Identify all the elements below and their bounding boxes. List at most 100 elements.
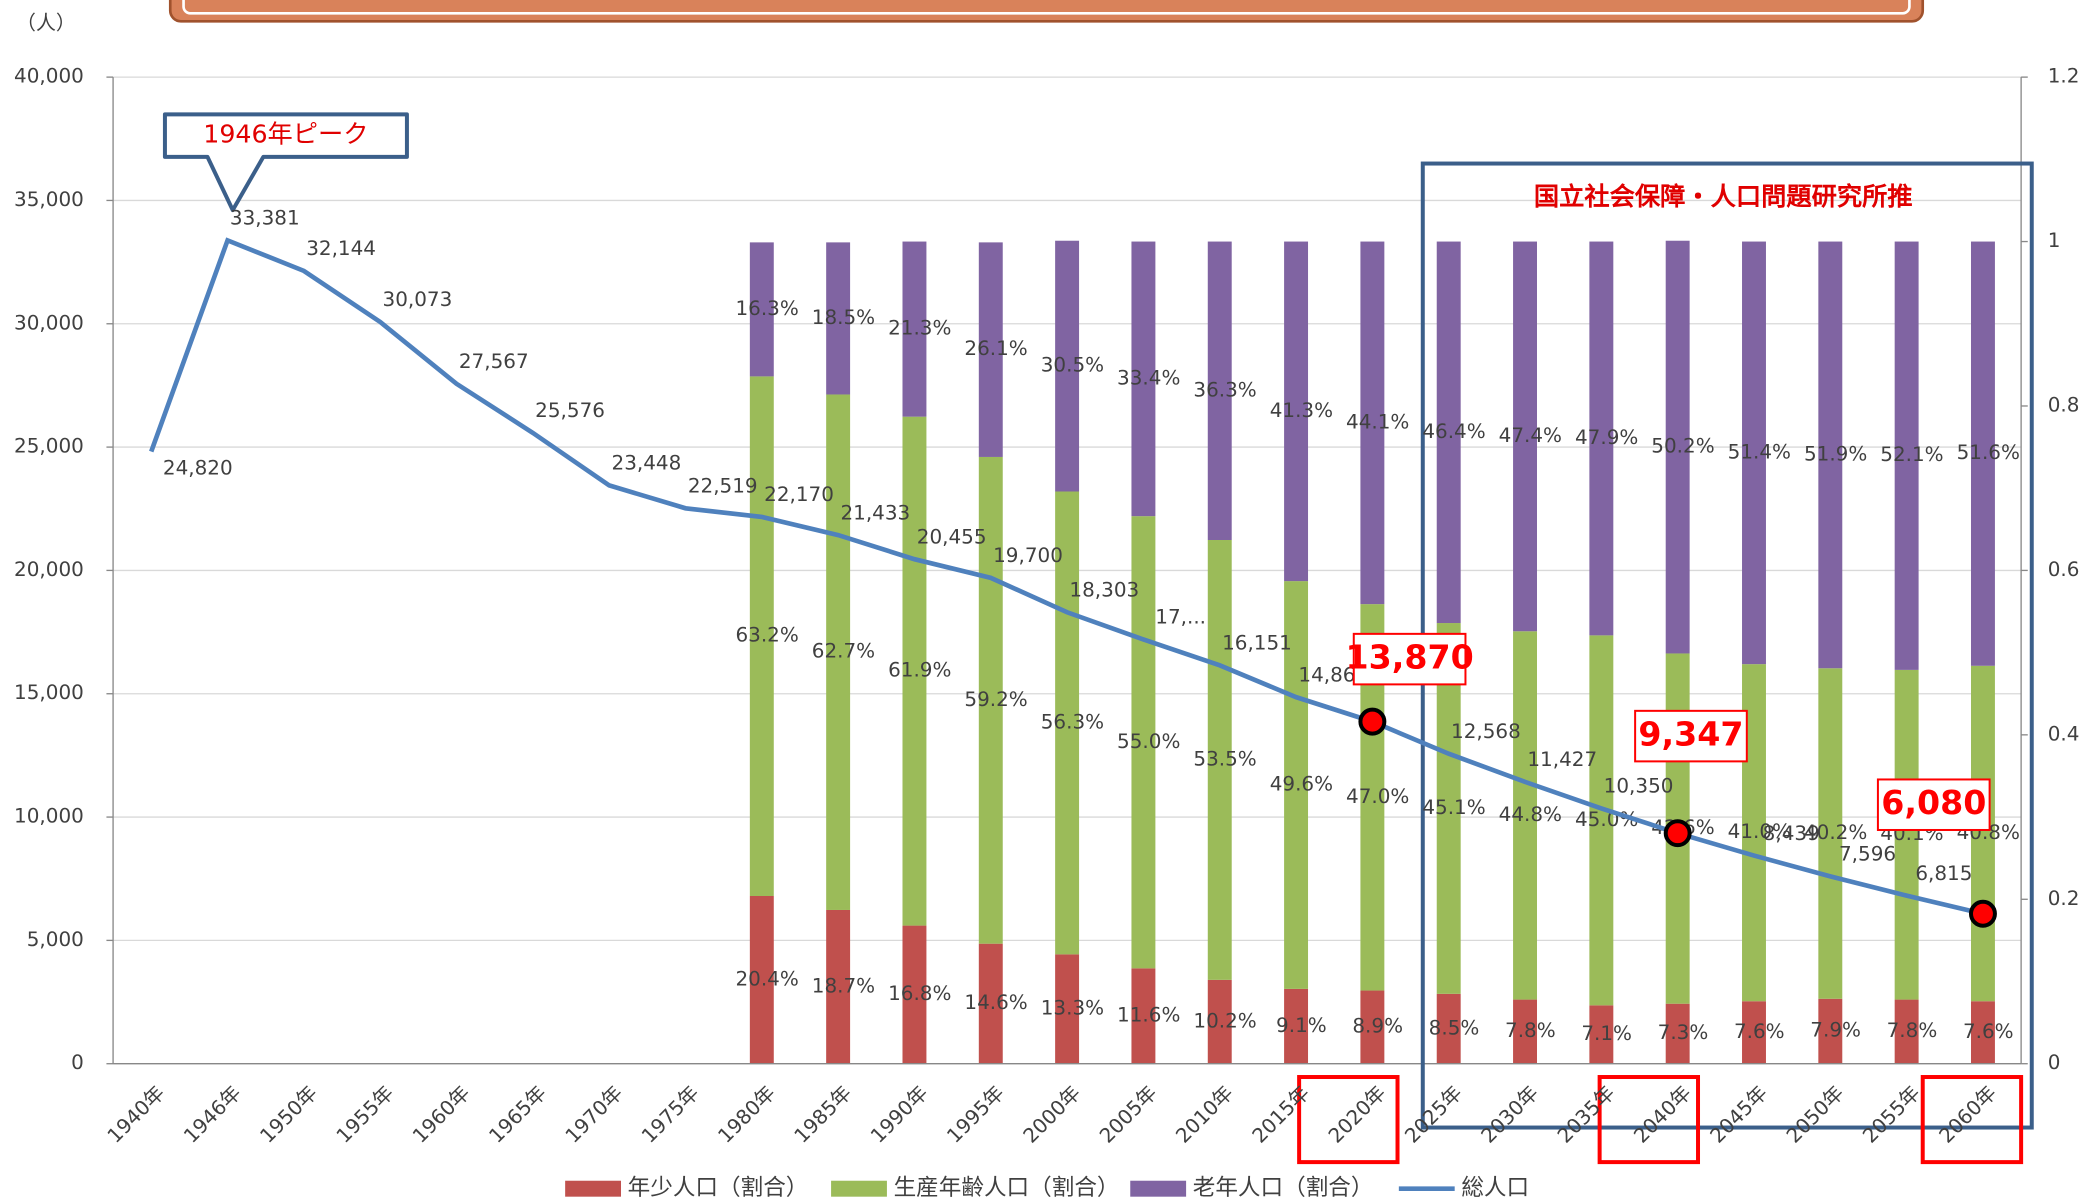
line-value-label: 22,170 <box>764 482 834 506</box>
bar-value-label: 10.2% <box>1193 1008 1256 1032</box>
x-tick-label: 2000年 <box>1018 1081 1085 1148</box>
line-value-label: 27,567 <box>459 349 529 373</box>
highlight-marker <box>1663 819 1692 848</box>
y-tick-label: 20,000 <box>14 557 84 581</box>
bar-value-label: 16.8% <box>888 981 951 1005</box>
bar-value-label: 8.5% <box>1429 1015 1480 1039</box>
x-tick-label: 2055年 <box>1858 1081 1925 1148</box>
bar-segment <box>1742 1001 1766 1064</box>
bar-segment <box>1970 241 1995 666</box>
line-value-label: 21,433 <box>840 500 910 524</box>
bar-value-label: 51.6% <box>1957 440 2020 464</box>
bar-value-label: 62.7% <box>812 639 875 663</box>
bar-value-label: 13.3% <box>1041 996 1104 1020</box>
legend-label: 総人口 <box>1461 1175 1529 1201</box>
line-value-label: 23,448 <box>612 451 682 475</box>
bar-segment <box>1207 979 1232 1064</box>
y2-tick-label: 0.2 <box>2048 886 2080 910</box>
bar-value-label: 51.9% <box>1804 441 1867 465</box>
bar-value-label: 36.3% <box>1193 377 1256 401</box>
bar-segment <box>1665 240 1690 654</box>
highlight-marker <box>1358 707 1387 736</box>
y2-tick-label: 0.8 <box>2048 392 2080 416</box>
bar-value-label: 7.3% <box>1658 1020 1709 1044</box>
bar-segment <box>1284 988 1309 1064</box>
bar-segment <box>902 925 927 1064</box>
x-tick-label: 2005年 <box>1095 1081 1162 1148</box>
line-value-label: 16,151 <box>1222 631 1292 655</box>
line-value-label: 6,815 <box>1915 861 1972 885</box>
line-value-label: 17,... <box>1155 605 1206 629</box>
line-value-label: 7,596 <box>1839 842 1896 866</box>
x-tick-label: 2030年 <box>1476 1081 1543 1148</box>
highlight-label-box <box>1876 778 1991 831</box>
bar-segment <box>749 895 774 1064</box>
y-tick-label: 0 <box>71 1050 84 1074</box>
x-tick-label: 1950年 <box>255 1081 322 1148</box>
x-tick-label: 2035年 <box>1552 1081 1619 1148</box>
bar-value-label: 7.8% <box>1505 1018 1556 1042</box>
line-value-label: 33,381 <box>230 206 300 230</box>
bar-value-label: 26.1% <box>964 336 1027 360</box>
x-tick-label: 1985年 <box>789 1081 856 1148</box>
legend-swatch <box>1130 1180 1187 1197</box>
y2-tick-label: 0.4 <box>2048 721 2080 745</box>
title-banner-inner <box>182 0 1911 15</box>
bar-value-label: 40.2% <box>1804 820 1867 844</box>
bar-segment <box>1894 999 1919 1064</box>
bar-value-label: 33.4% <box>1117 365 1180 389</box>
bar-segment <box>1513 999 1537 1064</box>
line-value-label: 24,820 <box>163 455 233 479</box>
bar-segment <box>1131 516 1156 969</box>
legend-swatch <box>831 1180 887 1197</box>
bar-value-label: 46.4% <box>1422 419 1485 443</box>
bar-segment <box>1818 241 1843 669</box>
bar-value-label: 41.0% <box>1728 819 1791 843</box>
bar-segment <box>1818 668 1843 999</box>
y-tick-label: 10,000 <box>14 804 84 828</box>
bar-value-label: 51.4% <box>1728 439 1791 463</box>
legend-swatch <box>565 1180 622 1197</box>
bar-segment <box>1436 241 1461 624</box>
bar-value-label: 63.2% <box>735 623 798 647</box>
x-tick-label: 1970年 <box>560 1081 627 1148</box>
bar-value-label: 7.1% <box>1581 1021 1632 1045</box>
bar-segment <box>1970 1001 1995 1064</box>
bar-value-label: 47.4% <box>1499 423 1562 447</box>
bar-value-label: 11.6% <box>1117 1003 1180 1027</box>
bar-segment <box>1818 998 1843 1064</box>
highlight-box <box>1597 1075 1701 1165</box>
x-tick-label: 1940年 <box>102 1081 169 1148</box>
x-tick-label: 2045年 <box>1705 1081 1772 1148</box>
bar-value-label: 45.1% <box>1422 795 1485 819</box>
bar-segment <box>1436 993 1461 1064</box>
bar-value-label: 52.1% <box>1880 442 1943 466</box>
x-tick-label: 1980年 <box>713 1081 780 1148</box>
line-value-label: 8,439 <box>1763 821 1820 845</box>
highlight-value-label: 9,347 <box>1638 715 1743 754</box>
bar-segment <box>978 242 1003 457</box>
bar-segment <box>749 376 774 896</box>
bar-value-label: 44.8% <box>1499 802 1562 826</box>
bar-value-label: 30.5% <box>1041 353 1104 377</box>
line-value-label: 25,576 <box>535 398 605 422</box>
projection-label: 国立社会保障・人口問題研究所推 <box>1534 182 1913 211</box>
legend-label: 生産年齢人口（割合） <box>894 1175 1120 1201</box>
bar-segment <box>1131 968 1156 1064</box>
peak-callout <box>162 112 409 213</box>
peak-label: 1946年ピーク <box>203 120 368 149</box>
bar-segment <box>1742 241 1766 665</box>
x-tick-label: 1960年 <box>408 1081 475 1148</box>
line-value-label: 19,700 <box>993 543 1063 567</box>
bar-segment <box>1513 241 1537 632</box>
bar-segment <box>1360 241 1385 605</box>
bar-value-label: 8.9% <box>1352 1014 1403 1038</box>
x-tick-label: 2020年 <box>1323 1081 1390 1148</box>
bar-value-label: 41.3% <box>1270 398 1333 422</box>
bar-value-label: 9.1% <box>1276 1013 1327 1037</box>
y2-tick-label: 0.6 <box>2048 557 2080 581</box>
legend-label: 年少人口（割合） <box>628 1175 809 1201</box>
line-value-label: 20,455 <box>917 524 987 548</box>
